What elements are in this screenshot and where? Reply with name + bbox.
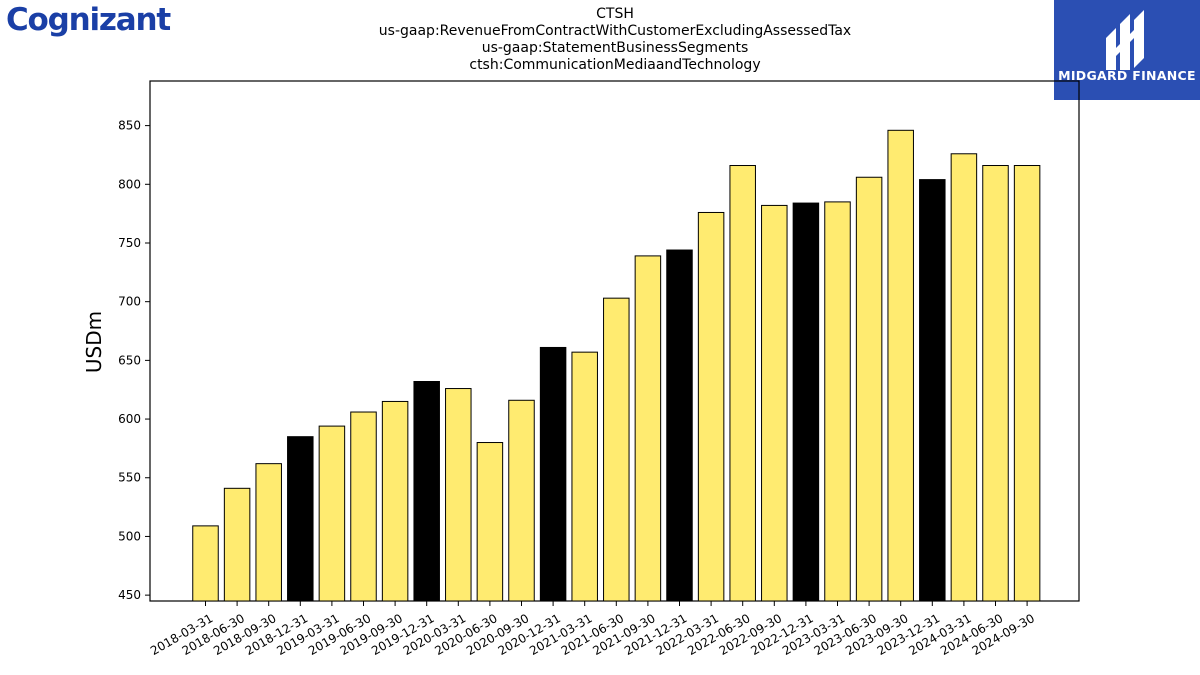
bar-2023-12-31 [919, 179, 946, 602]
title-line-4: ctsh:CommunicationMediaandTechnology [469, 57, 761, 73]
bar-2022-12-31 [792, 202, 820, 602]
bar-2019-03-31 [318, 425, 346, 602]
bar-2024-09-30 [1013, 165, 1041, 602]
x-ticks-group: 2018-03-312018-06-302018-09-302018-12-31… [148, 601, 1037, 658]
bar-2019-09-30 [381, 400, 409, 602]
bar-2023-06-30 [855, 176, 883, 602]
bar-2024-03-31 [950, 153, 978, 602]
y-tick-label: 550 [118, 471, 141, 485]
bar-2022-09-30 [761, 204, 788, 602]
y-tick-label: 700 [118, 295, 141, 309]
bar-2024-06-30 [982, 165, 1009, 602]
title-line-3: us-gaap:StatementBusinessSegments [481, 40, 749, 56]
bar-2021-12-31 [666, 249, 693, 602]
y-tick-label: 800 [118, 177, 141, 191]
y-tick-label: 600 [118, 412, 141, 426]
bar-2022-06-30 [729, 165, 756, 602]
y-ticks-group: 450 500 550 600 650 700 750 800 850 [118, 119, 150, 602]
y-tick-label: 850 [118, 119, 141, 133]
y-axis-label: USDm [82, 311, 106, 373]
title-line-2: us-gaap:RevenueFromContractWithCustomerE… [378, 23, 852, 39]
bar-2019-12-31 [413, 381, 440, 602]
bar-2023-03-31 [824, 201, 851, 602]
chart-title: CTSH us-gaap:RevenueFromContractWithCust… [0, 6, 1200, 74]
bar-2023-09-30 [887, 129, 914, 602]
bar-2021-06-30 [603, 297, 630, 602]
bar-2019-06-30 [350, 411, 377, 602]
title-line-1: CTSH [596, 6, 634, 22]
bar-2021-03-31 [571, 351, 598, 602]
midgard-finance-logo: MIDGARD FINANCE [1054, 0, 1200, 100]
bar-2018-06-30 [223, 487, 251, 602]
bars-group [192, 129, 1041, 602]
bar-2018-03-31 [192, 525, 219, 602]
y-tick-label: 750 [118, 236, 141, 250]
bar-2020-12-31 [539, 346, 567, 602]
bar-2021-09-30 [634, 255, 662, 602]
y-tick-label: 500 [118, 529, 141, 543]
bar-2018-12-31 [287, 436, 314, 602]
y-tick-label: 450 [118, 588, 141, 602]
bar-2020-06-30 [476, 442, 504, 602]
y-tick-label: 650 [118, 353, 141, 367]
bar-2020-03-31 [445, 388, 472, 602]
bar-2022-03-31 [697, 211, 725, 602]
midgard-emblem-icon [1106, 10, 1144, 70]
bar-2020-09-30 [508, 399, 535, 602]
cognizant-logo: Cognizant [6, 2, 171, 38]
midgard-finance-label: MIDGARD FINANCE [1058, 68, 1196, 83]
bar-2018-09-30 [255, 463, 282, 602]
